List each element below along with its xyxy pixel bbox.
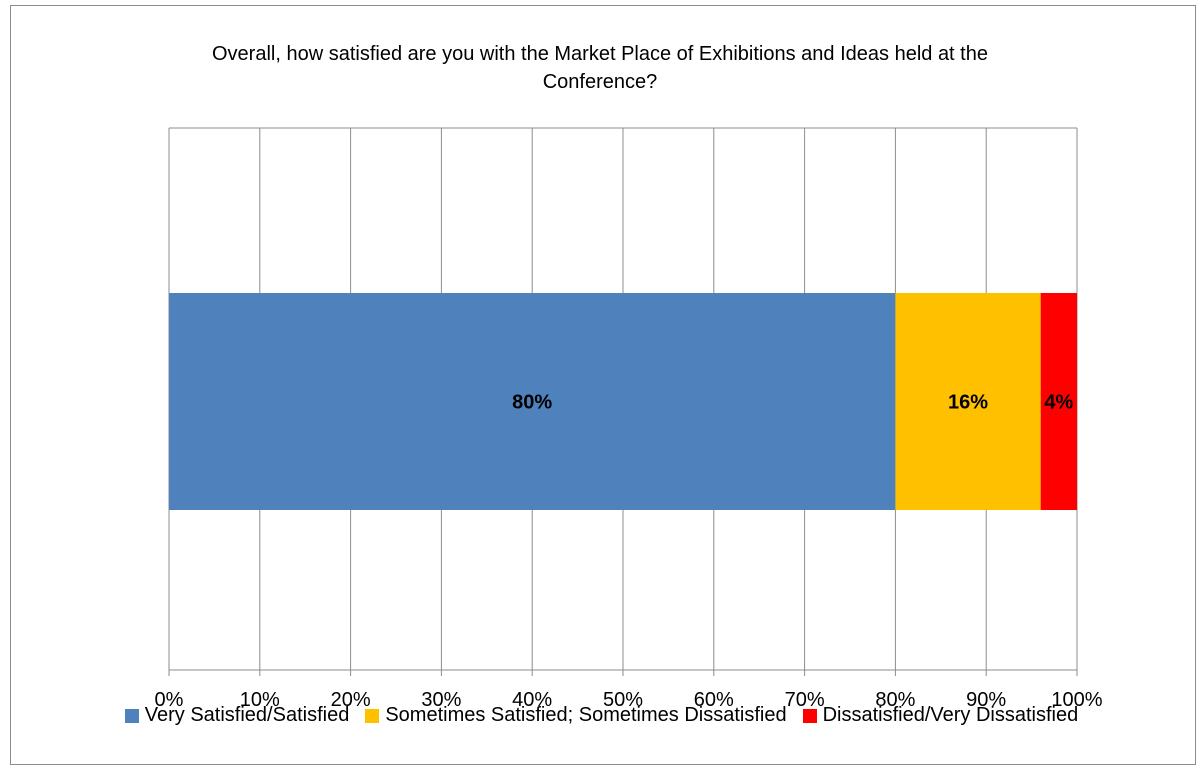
x-tick-label: 0%: [155, 689, 184, 711]
legend-item-2: Sometimes Satisfied; Sometimes Dissatisf…: [365, 704, 787, 727]
x-tick-label: 70%: [785, 689, 825, 711]
legend: Very Satisfied/Satisfied Sometimes Satisf…: [0, 704, 1203, 727]
legend-swatch: [802, 708, 817, 723]
x-tick-label: 90%: [966, 689, 1006, 711]
legend-label: Sometimes Satisfied; Sometimes Dissatisf…: [385, 704, 787, 726]
x-tick-label: 30%: [421, 689, 461, 711]
x-tick-label: 40%: [512, 689, 552, 711]
x-tick-label: 10%: [240, 689, 280, 711]
legend-swatch: [124, 708, 139, 723]
data-label-3: 4%: [1044, 392, 1073, 414]
legend-item-1: Very Satisfied/Satisfied: [124, 704, 350, 727]
data-label-1: 80%: [512, 392, 552, 414]
bar-labels: 80% 16% 4%: [512, 392, 1073, 414]
data-label-2: 16%: [948, 392, 988, 414]
stacked-bar: [169, 293, 1077, 510]
legend-label: Dissatisfied/Very Dissatisfied: [822, 704, 1079, 726]
x-tick-label: 50%: [603, 689, 643, 711]
bar-segment-2: [895, 293, 1041, 510]
legend-item-3: Dissatisfied/Very Dissatisfied: [802, 704, 1079, 727]
chart-title: Overall, how satisfied are you with the …: [212, 43, 988, 93]
x-tick-label: 100%: [1051, 689, 1102, 711]
legend-swatch: [365, 708, 380, 723]
x-tick-label: 80%: [875, 689, 915, 711]
x-tick-label: 60%: [694, 689, 734, 711]
legend-label: Very Satisfied/Satisfied: [144, 704, 350, 726]
x-axis: 0% 10% 20% 30% 40% 50% 60% 70% 80% 90% 100%: [155, 669, 1103, 711]
bar-segment-3: [1040, 293, 1077, 510]
bar-segment-1: [169, 293, 896, 510]
x-tick-label: 20%: [331, 689, 371, 711]
